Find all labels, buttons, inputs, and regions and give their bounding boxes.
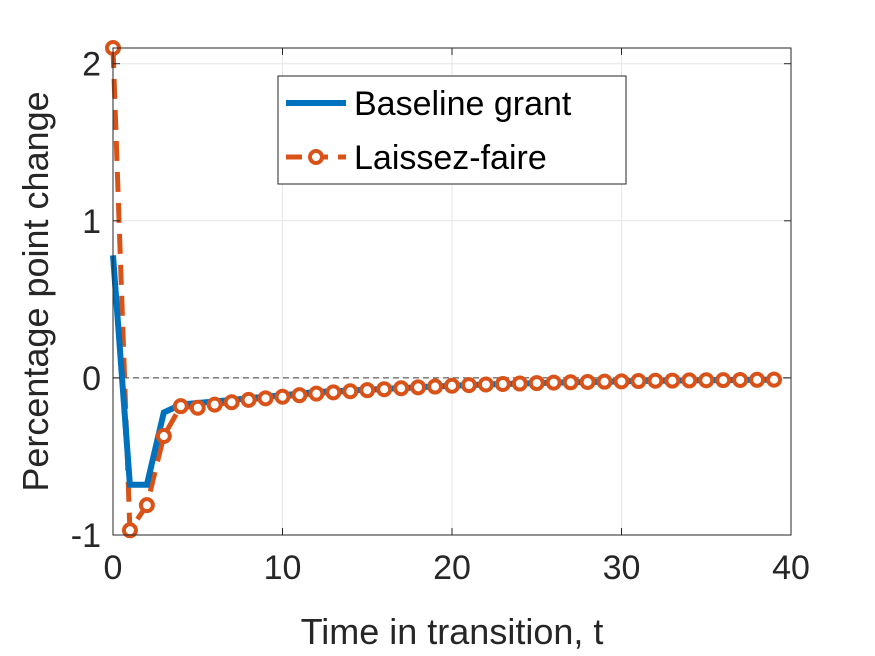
series-point-laissez-faire bbox=[766, 371, 783, 388]
series-point-laissez-faire bbox=[206, 396, 223, 413]
series-point-laissez-faire bbox=[325, 384, 342, 401]
series-point-laissez-faire bbox=[172, 398, 189, 415]
legend-marker-laissez-faire bbox=[308, 149, 324, 165]
series-point-laissez-faire bbox=[138, 497, 155, 514]
series-point-laissez-faire bbox=[240, 391, 257, 408]
x-tick-label: 20 bbox=[433, 549, 471, 587]
series-point-laissez-faire bbox=[749, 371, 766, 388]
series-point-laissez-faire bbox=[342, 383, 359, 400]
series-point-laissez-faire bbox=[596, 373, 613, 390]
x-tick-label: 0 bbox=[104, 549, 123, 587]
x-tick-label: 30 bbox=[603, 549, 641, 587]
series-point-laissez-faire bbox=[223, 394, 240, 411]
series-point-laissez-faire bbox=[511, 375, 528, 392]
series-point-laissez-faire bbox=[291, 387, 308, 404]
series-point-laissez-faire bbox=[562, 374, 579, 391]
legend-label-laissez-faire: Laissez-faire bbox=[354, 139, 547, 177]
series-point-laissez-faire bbox=[698, 372, 715, 389]
x-tick-label: 10 bbox=[264, 549, 302, 587]
series-point-laissez-faire bbox=[545, 374, 562, 391]
series-line-baseline-grant bbox=[110, 255, 775, 488]
y-axis-label: Percentage point change bbox=[15, 91, 56, 491]
series-point-laissez-faire bbox=[444, 377, 460, 394]
series-point-laissez-faire bbox=[393, 380, 410, 397]
series-point-laissez-faire bbox=[121, 522, 138, 539]
series-point-laissez-faire bbox=[715, 372, 732, 389]
series-point-laissez-faire bbox=[308, 385, 325, 402]
y-tick-label: -1 bbox=[71, 517, 101, 555]
series-point-laissez-faire bbox=[681, 372, 698, 389]
series-point-laissez-faire bbox=[477, 376, 494, 393]
series-point-laissez-faire bbox=[528, 375, 545, 392]
series-point-laissez-faire bbox=[460, 377, 477, 394]
series-point-laissez-faire bbox=[630, 373, 647, 390]
series-point-laissez-faire bbox=[647, 372, 664, 389]
series-point-laissez-faire bbox=[732, 371, 749, 388]
series-point-laissez-faire bbox=[155, 428, 172, 445]
series-point-laissez-faire bbox=[410, 379, 427, 396]
x-tick-label: 40 bbox=[772, 549, 810, 587]
legend: Baseline grant Laissez-faire bbox=[277, 75, 627, 185]
series-point-laissez-faire bbox=[427, 378, 444, 395]
series-point-laissez-faire bbox=[359, 382, 376, 399]
y-tick-label: 2 bbox=[82, 46, 101, 84]
series-point-laissez-faire bbox=[664, 372, 681, 389]
series-point-laissez-faire bbox=[579, 373, 596, 390]
series-point-laissez-faire bbox=[376, 381, 393, 398]
x-axis-label: Time in transition, t bbox=[301, 611, 604, 652]
y-tick-label: 1 bbox=[82, 203, 101, 241]
y-tick-label: 0 bbox=[82, 360, 101, 398]
series-point-laissez-faire bbox=[189, 399, 206, 416]
series-group bbox=[105, 40, 783, 539]
legend-box bbox=[277, 75, 627, 185]
legend-label-baseline-grant: Baseline grant bbox=[354, 85, 572, 123]
series-point-laissez-faire bbox=[494, 376, 511, 393]
series-point-laissez-faire bbox=[274, 388, 291, 405]
series-point-laissez-faire bbox=[613, 373, 630, 390]
series-point-laissez-faire bbox=[257, 390, 274, 407]
